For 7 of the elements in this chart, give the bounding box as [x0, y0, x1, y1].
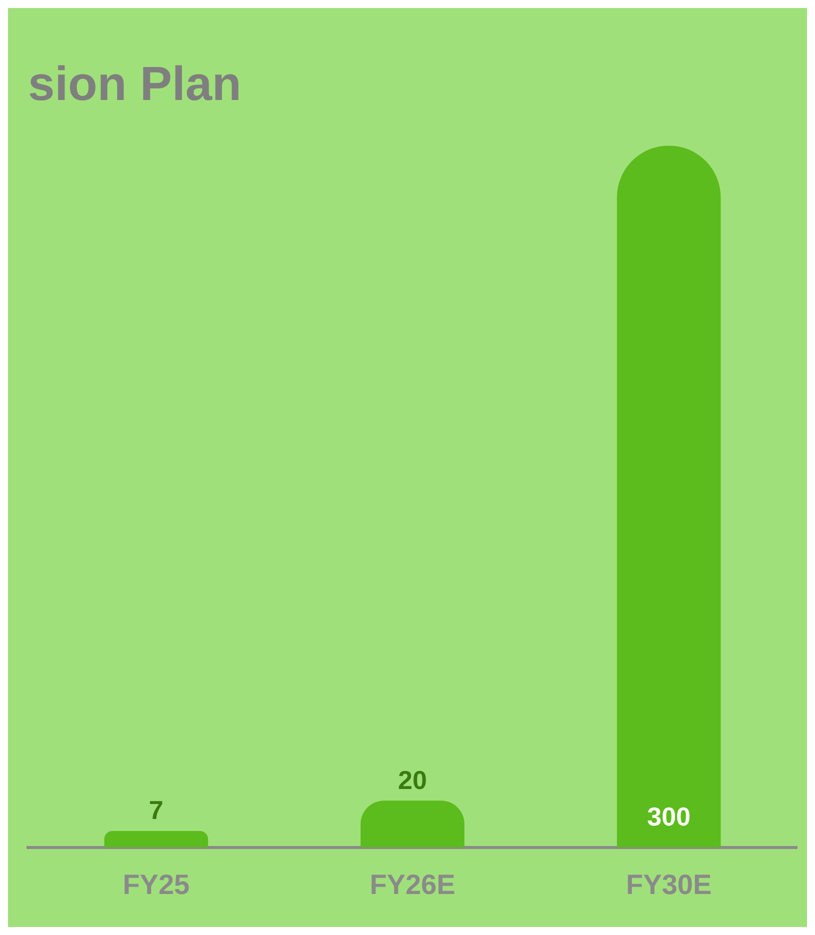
chart-title: sion Plan [28, 58, 242, 112]
data-label: 300 [647, 802, 691, 832]
data-label: 7 [148, 795, 164, 826]
x-tick-label: FY26E [370, 868, 456, 900]
x-tick-label: FY30E [626, 868, 712, 900]
x-tick-label: FY25 [122, 868, 190, 900]
data-label: 20 [398, 764, 427, 795]
